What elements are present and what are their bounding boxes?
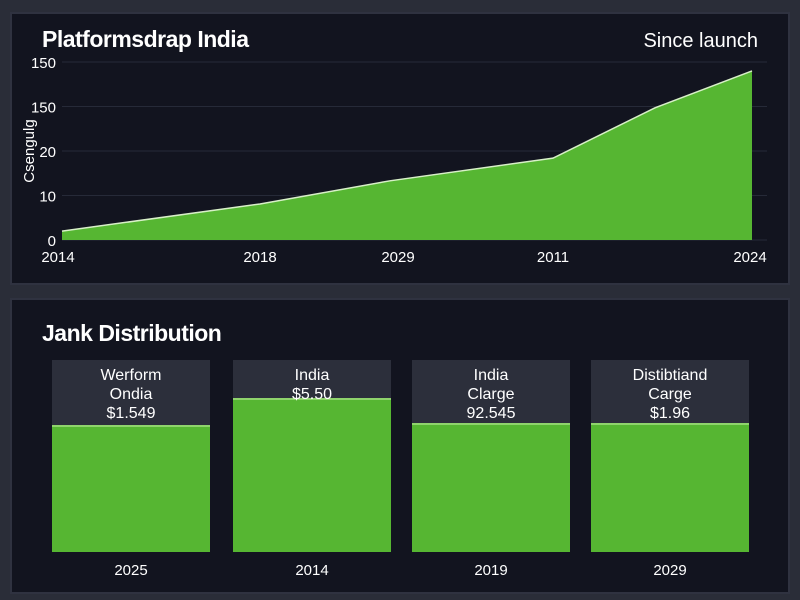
category-label: 2014 bbox=[295, 562, 329, 579]
bar-card: Distibtiand Carge $1.96 bbox=[591, 360, 749, 552]
category-label: 2029 bbox=[653, 562, 687, 579]
x-tick-label: 2024 bbox=[733, 249, 766, 266]
bar-label-line: India bbox=[473, 367, 509, 384]
chart-subtitle: Since launch bbox=[643, 30, 758, 52]
chart-title: Platformsdrap India bbox=[42, 26, 249, 52]
y-tick-label: 20 bbox=[39, 144, 56, 161]
area-line bbox=[61, 70, 753, 232]
category-label: 2019 bbox=[474, 562, 508, 579]
bar-card: India $5.50 bbox=[233, 360, 391, 552]
bar-label: India $5.50 bbox=[233, 366, 391, 404]
y-tick-label: 10 bbox=[39, 189, 56, 206]
x-tick-label: 2029 bbox=[381, 249, 414, 266]
bar-label-line: India bbox=[294, 367, 330, 384]
growth-chart-panel: Platformsdrap India Since launch 0 10 20 15… bbox=[10, 12, 790, 285]
bar-label-line: $1.549 bbox=[106, 405, 156, 422]
x-tick-label: 2014 bbox=[41, 249, 74, 266]
y-axis-label: Csengulg bbox=[21, 119, 38, 182]
jank-distribution-panel: Jank Distribution Werform Ondia $1.549 2025… bbox=[10, 298, 790, 594]
bar-label: Distibtiand Carge $1.96 bbox=[591, 366, 749, 423]
area-fill bbox=[62, 70, 752, 241]
x-tick-label: 2011 bbox=[537, 249, 569, 266]
bar bbox=[591, 423, 749, 552]
bar-chart-title: Jank Distribution bbox=[42, 320, 222, 346]
bar-label-line: Werform bbox=[100, 367, 162, 384]
bar-label-line: Clarge bbox=[467, 386, 515, 403]
category-label: 2025 bbox=[114, 562, 148, 579]
bar-label-line: $5.50 bbox=[291, 386, 333, 403]
y-tick-label: 0 bbox=[48, 233, 56, 250]
area-chart: 0 10 20 150 150 Csengulg 2014 2018 2029 2011 2024 bbox=[21, 55, 767, 266]
bar-label: India Clarge 92.545 bbox=[412, 366, 570, 423]
bar-card: India Clarge 92.545 bbox=[412, 360, 570, 552]
bar bbox=[52, 425, 210, 552]
bar-label-line: 92.545 bbox=[466, 405, 516, 422]
bar-card: Werform Ondia $1.549 bbox=[52, 360, 210, 552]
bar bbox=[233, 398, 391, 552]
bar-label-line: Carge bbox=[648, 386, 692, 403]
bar-label-line: Ondia bbox=[109, 386, 153, 403]
bar bbox=[412, 423, 570, 552]
bar-label-line: $1.96 bbox=[649, 405, 691, 422]
x-tick-label: 2018 bbox=[243, 249, 276, 266]
y-tick-label: 150 bbox=[31, 100, 56, 117]
bar-label-line: Distibtiand bbox=[632, 367, 708, 384]
bar-label: Werform Ondia $1.549 bbox=[52, 366, 210, 423]
y-tick-label: 150 bbox=[31, 55, 56, 72]
